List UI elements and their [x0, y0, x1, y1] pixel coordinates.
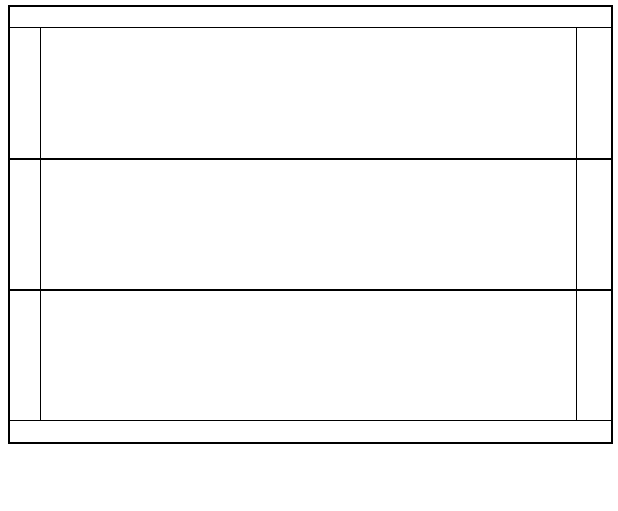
panel-stocks [10, 289, 611, 420]
x-axis-ticks [40, 421, 577, 442]
y-axis-left-stocks [10, 291, 40, 420]
y-axis-left-bonds [10, 160, 40, 289]
plot-area-total [40, 28, 577, 158]
plot-area-bonds [40, 160, 577, 289]
chart-period-label [606, 7, 611, 27]
page [0, 5, 618, 444]
y-axis-right-stocks [577, 291, 611, 420]
panel-bonds [10, 158, 611, 289]
panel-total [10, 28, 611, 158]
chart-title-row [10, 7, 611, 28]
plot-area-stocks [40, 291, 577, 420]
chart-title [10, 7, 96, 27]
y-axis-right-total [577, 28, 611, 158]
chart-frame [8, 5, 613, 444]
y-axis-right-bonds [577, 160, 611, 289]
y-axis-left-total [10, 28, 40, 158]
x-axis [10, 420, 611, 442]
